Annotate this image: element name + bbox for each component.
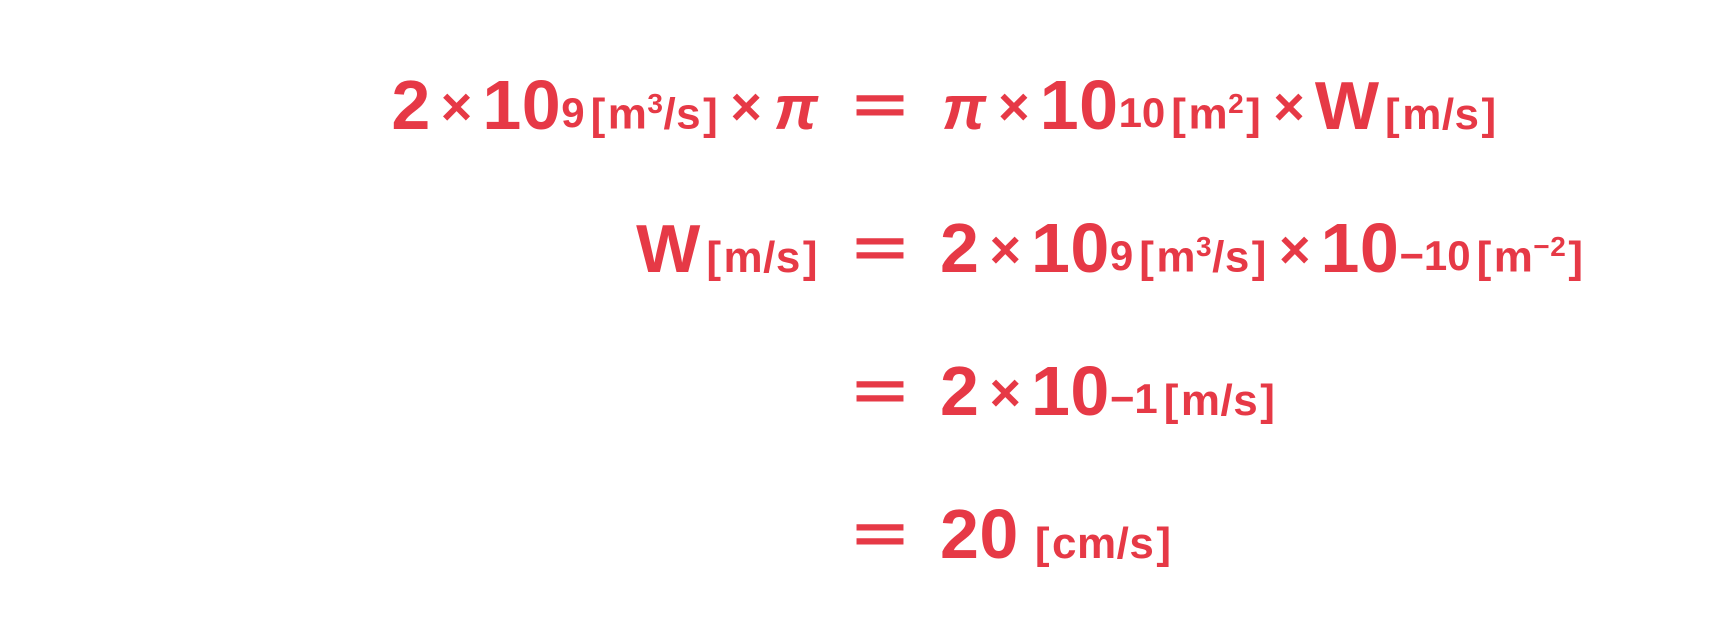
equals-icon: ＝ — [820, 343, 940, 433]
base: 10 — [1031, 351, 1110, 431]
coef: 2 — [940, 351, 979, 431]
equation-line-3: ＝ 2 × 10−1 [m/s] — [60, 343, 1652, 433]
base: 10 — [482, 65, 561, 145]
base: 10 — [1040, 65, 1119, 145]
unit: [m3/s] — [585, 88, 721, 140]
base: 10 — [1321, 208, 1400, 288]
variable-w: W — [1315, 67, 1379, 145]
unit: [m2] — [1165, 88, 1263, 140]
line1-lhs: 2 × 109 [m3/s] × π — [60, 65, 820, 145]
line1-rhs: π × 1010 [m2] × W [m/s] — [940, 65, 1652, 145]
exponent: −1 — [1110, 375, 1158, 423]
unit: [m/s] — [700, 233, 820, 283]
equals-icon: ＝ — [820, 57, 940, 147]
unit: [cm/s] — [1019, 519, 1174, 569]
times-icon: × — [1263, 76, 1315, 138]
coef: 2 — [940, 208, 979, 288]
equation-line-1: 2 × 109 [m3/s] × π ＝ π × 1010 [m2] × W [… — [60, 57, 1652, 147]
line2-rhs: 2 × 109 [m3/s] × 10−10 [m−2] — [940, 208, 1652, 288]
exponent: 10 — [1119, 89, 1166, 137]
base: 10 — [1031, 208, 1110, 288]
exponent: −10 — [1399, 232, 1470, 280]
line2-lhs: W [m/s] — [60, 210, 820, 288]
times-icon: × — [988, 76, 1040, 138]
equation-line-2: W [m/s] ＝ 2 × 109 [m3/s] × 10−10 [m−2] — [60, 200, 1652, 290]
equals-icon: ＝ — [820, 200, 940, 290]
unit: [m/s] — [1158, 376, 1278, 426]
times-icon: × — [431, 76, 483, 138]
times-icon: × — [979, 362, 1031, 424]
pi-symbol: π — [772, 73, 820, 144]
unit: [m−2] — [1471, 231, 1586, 283]
unit: [m/s] — [1379, 90, 1499, 140]
pi-symbol: π — [940, 73, 988, 144]
exponent: 9 — [1110, 232, 1133, 280]
coef: 2 — [391, 65, 430, 145]
times-icon: × — [1269, 219, 1321, 281]
variable-w: W — [636, 210, 700, 288]
line4-rhs: 20 [cm/s] — [940, 494, 1652, 574]
exponent: 9 — [561, 89, 584, 137]
unit: [m3/s] — [1133, 231, 1269, 283]
times-icon: × — [720, 76, 772, 138]
times-icon: × — [979, 219, 1031, 281]
line3-rhs: 2 × 10−1 [m/s] — [940, 351, 1652, 431]
equation-block: 2 × 109 [m3/s] × π ＝ π × 1010 [m2] × W [… — [0, 0, 1712, 642]
value: 20 — [940, 494, 1019, 574]
equation-line-4: ＝ 20 [cm/s] — [60, 486, 1652, 576]
equals-icon: ＝ — [820, 486, 940, 576]
